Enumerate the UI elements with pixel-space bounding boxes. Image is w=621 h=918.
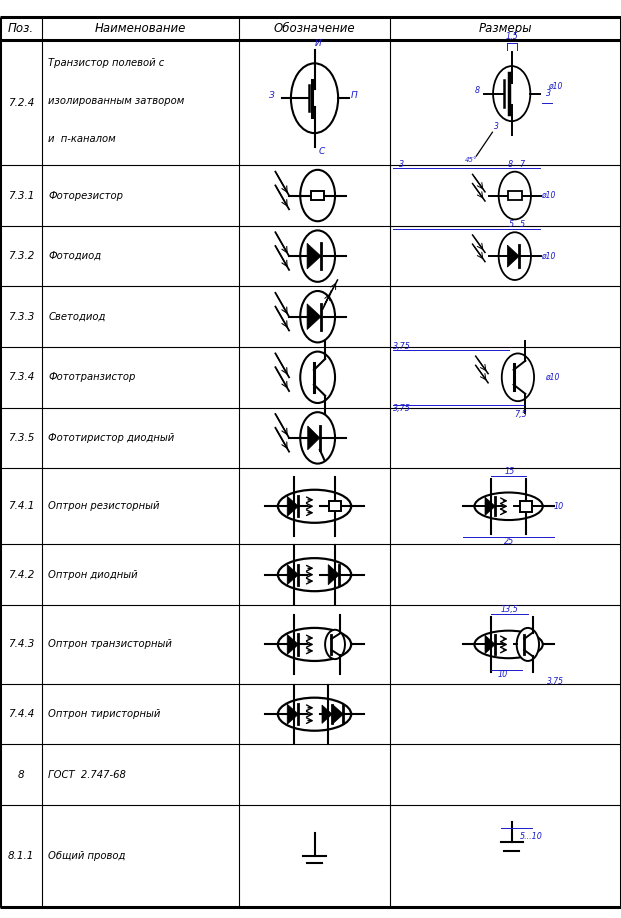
Text: 7.3.3: 7.3.3	[8, 312, 34, 321]
Text: Обозначение: Обозначение	[274, 22, 355, 35]
Text: 45°: 45°	[465, 157, 478, 162]
Polygon shape	[287, 704, 299, 724]
Text: С: С	[319, 147, 325, 156]
Polygon shape	[328, 565, 340, 585]
Text: П: П	[350, 91, 357, 100]
Text: 3: 3	[494, 122, 499, 131]
Text: З: З	[270, 91, 275, 100]
Text: 7: 7	[520, 160, 525, 169]
Bar	[508, 191, 522, 200]
Text: Поз.: Поз.	[8, 22, 34, 35]
Text: и  п-каналом: и п-каналом	[48, 134, 116, 144]
Text: ø10: ø10	[548, 82, 563, 91]
Text: ГОСТ  2.747-68: ГОСТ 2.747-68	[48, 770, 126, 779]
Text: 8: 8	[507, 160, 512, 169]
Bar	[329, 501, 342, 511]
Text: 10: 10	[554, 502, 564, 510]
Bar	[520, 500, 532, 511]
Text: 7.3.2: 7.3.2	[8, 252, 34, 261]
Text: Общий провод: Общий провод	[48, 851, 126, 861]
Text: 7.4.4: 7.4.4	[8, 710, 34, 719]
Ellipse shape	[278, 558, 351, 591]
Text: Светодиод: Светодиод	[48, 312, 106, 321]
Text: 3: 3	[546, 89, 551, 98]
Text: 3,75: 3,75	[394, 404, 411, 413]
Text: 13,5: 13,5	[501, 605, 519, 614]
Text: 7.2.4: 7.2.4	[8, 98, 34, 107]
Polygon shape	[287, 496, 299, 516]
Text: 7.3.1: 7.3.1	[8, 191, 34, 200]
Text: изолированным затвором: изолированным затвором	[48, 95, 184, 106]
Text: Транзистор полевой с: Транзистор полевой с	[48, 58, 165, 68]
Polygon shape	[307, 426, 320, 450]
Text: Фототиристор диодный: Фототиристор диодный	[48, 433, 175, 442]
Text: Фототранзистор: Фототранзистор	[48, 373, 136, 382]
Text: 25: 25	[504, 537, 514, 545]
Ellipse shape	[474, 631, 543, 658]
Text: Оптрон диодный: Оптрон диодный	[48, 570, 138, 579]
Text: 10: 10	[497, 670, 507, 679]
Circle shape	[502, 353, 534, 401]
Polygon shape	[485, 497, 496, 515]
Text: 5: 5	[520, 220, 525, 230]
Text: 7,5: 7,5	[515, 409, 527, 419]
Text: 8: 8	[18, 770, 24, 779]
Text: 7.4.2: 7.4.2	[8, 570, 34, 579]
Circle shape	[499, 232, 531, 280]
Polygon shape	[287, 565, 299, 585]
Text: ø10: ø10	[541, 252, 556, 261]
Polygon shape	[507, 245, 519, 267]
Circle shape	[291, 63, 338, 133]
Text: 5: 5	[509, 220, 514, 230]
Text: 5...10: 5...10	[520, 833, 543, 841]
Circle shape	[499, 172, 531, 219]
Circle shape	[300, 412, 335, 464]
Polygon shape	[287, 634, 299, 655]
Ellipse shape	[278, 489, 351, 522]
Polygon shape	[307, 304, 321, 330]
Circle shape	[300, 170, 335, 221]
Polygon shape	[322, 705, 332, 723]
Circle shape	[300, 291, 335, 342]
Text: 7.3.4: 7.3.4	[8, 373, 34, 382]
Text: Фотодиод: Фотодиод	[48, 252, 102, 261]
Text: 7.4.1: 7.4.1	[8, 501, 34, 511]
Text: 15: 15	[505, 467, 515, 476]
Circle shape	[517, 628, 539, 661]
Text: И: И	[315, 39, 322, 48]
Circle shape	[325, 630, 345, 659]
Text: Оптрон транзисторный: Оптрон транзисторный	[48, 640, 172, 649]
Text: 8: 8	[475, 86, 480, 95]
Circle shape	[493, 66, 530, 121]
Ellipse shape	[474, 492, 543, 520]
Text: 3: 3	[399, 160, 404, 169]
Circle shape	[300, 352, 335, 403]
Ellipse shape	[278, 698, 351, 731]
Text: ø10: ø10	[541, 191, 556, 200]
Text: 3,75: 3,75	[394, 341, 411, 351]
Polygon shape	[307, 243, 321, 269]
Text: 1,5: 1,5	[505, 32, 518, 41]
Text: 8.1.1: 8.1.1	[8, 851, 34, 861]
Text: Наименование: Наименование	[95, 22, 186, 35]
Polygon shape	[485, 635, 496, 654]
Ellipse shape	[278, 628, 351, 661]
Bar	[310, 191, 325, 200]
Text: 7.4.3: 7.4.3	[8, 640, 34, 649]
Text: ø10: ø10	[545, 373, 560, 382]
Text: Размеры: Размеры	[479, 22, 532, 35]
Text: 7.3.5: 7.3.5	[8, 433, 34, 442]
Circle shape	[300, 230, 335, 282]
Text: 3,75: 3,75	[546, 677, 564, 686]
Text: Оптрон тиристорный: Оптрон тиристорный	[48, 710, 161, 719]
Text: Фоторезистор: Фоторезистор	[48, 191, 124, 200]
Text: Оптрон резисторный: Оптрон резисторный	[48, 501, 160, 511]
Polygon shape	[333, 705, 343, 723]
